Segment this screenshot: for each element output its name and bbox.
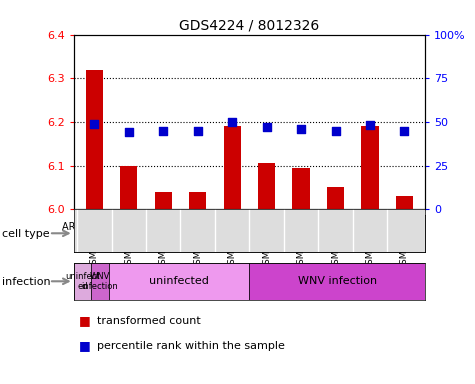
Bar	[91, 263, 109, 300]
Text: ■: ■	[78, 314, 90, 327]
Text: percentile rank within the sample: percentile rank within the sample	[97, 341, 285, 351]
Text: WNV
infection: WNV infection	[82, 271, 118, 291]
Text: primary RPE: primary RPE	[233, 228, 301, 238]
Bar	[154, 192, 172, 209]
Text: infection: infection	[2, 277, 51, 287]
Bar	[109, 263, 249, 300]
Bar	[86, 70, 103, 209]
Text: uninfected: uninfected	[149, 276, 209, 286]
Point	[228, 119, 236, 125]
Text: cell type: cell type	[2, 229, 50, 239]
Bar	[189, 192, 206, 209]
Bar	[224, 126, 241, 209]
Point	[332, 127, 339, 134]
Bar	[396, 196, 413, 209]
Point	[91, 121, 98, 127]
Text: WNV infection: WNV infection	[298, 276, 377, 286]
Bar	[74, 263, 91, 300]
Bar	[361, 126, 379, 209]
Text: ARPE19 cell
line: ARPE19 cell line	[62, 222, 120, 244]
Bar	[258, 164, 275, 209]
Title: GDS4224 / 8012326: GDS4224 / 8012326	[179, 18, 320, 32]
Text: transformed count: transformed count	[97, 316, 201, 326]
Point	[297, 126, 305, 132]
Point	[366, 122, 374, 129]
Text: uninfect
ed: uninfect ed	[65, 271, 100, 291]
Bar	[249, 263, 425, 300]
Point	[160, 127, 167, 134]
Bar	[293, 168, 310, 209]
Point	[194, 127, 201, 134]
Bar	[120, 166, 137, 209]
Point	[125, 129, 133, 136]
Text: ■: ■	[78, 339, 90, 352]
Bar	[74, 215, 109, 252]
Point	[400, 127, 408, 134]
Bar	[327, 187, 344, 209]
Point	[263, 124, 270, 130]
